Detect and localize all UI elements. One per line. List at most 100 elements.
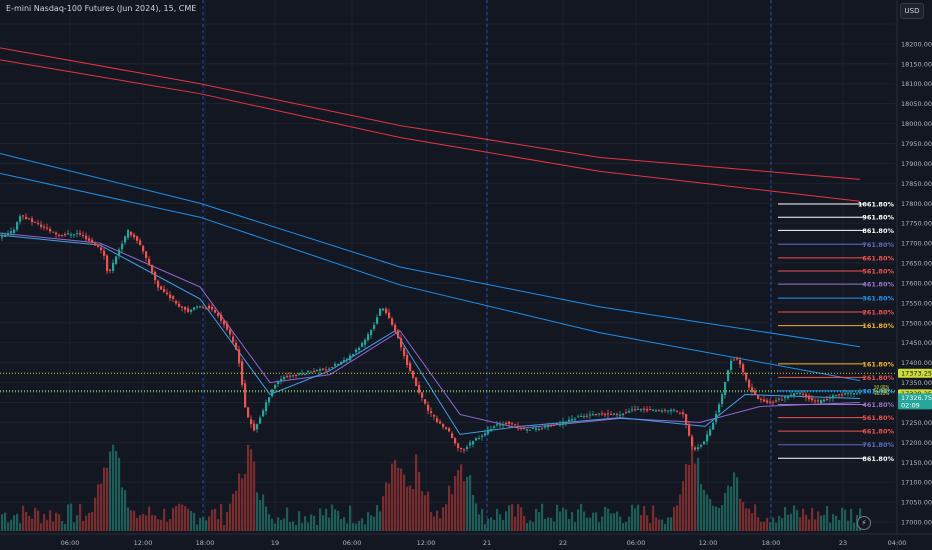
candle-body [370, 330, 373, 336]
volume-bar [523, 515, 526, 531]
candle-body [568, 419, 571, 422]
candle-body [508, 421, 511, 424]
volume-bar [358, 520, 361, 531]
candle-body [415, 377, 418, 386]
volume-bar [58, 514, 61, 531]
volume-bar [88, 512, 91, 531]
moving-average-line [0, 172, 861, 382]
volume-bar [85, 515, 88, 531]
lightning-icon[interactable]: ⚡ [857, 516, 871, 530]
volume-bar [697, 457, 700, 531]
volume-bar [25, 512, 28, 531]
volume-bar [274, 523, 277, 531]
volume-bar [628, 516, 631, 531]
volume-bar [262, 494, 265, 531]
volume-bar [415, 454, 418, 531]
volume-bar [571, 512, 574, 531]
y-tick-label: 17400.00 [901, 359, 932, 367]
currency-button[interactable]: USD [900, 3, 924, 19]
candle-body [607, 413, 610, 415]
candle-body [304, 373, 307, 375]
candle-body [850, 392, 853, 394]
volume-bar [805, 514, 808, 531]
volume-bar [742, 501, 745, 531]
candle-body [139, 240, 142, 246]
volume-bar [577, 509, 580, 531]
volume-bar [790, 513, 793, 531]
candle-body [163, 289, 166, 292]
volume-bar [568, 518, 571, 531]
candle-body [637, 409, 640, 411]
candle-body [844, 393, 847, 395]
candle-body [535, 428, 538, 430]
volume-bar [601, 516, 604, 531]
volume-bar [250, 449, 253, 531]
volume-bar [799, 517, 802, 531]
candle-body [325, 369, 328, 371]
volume-bar [775, 522, 778, 531]
volume-bar [703, 489, 706, 531]
volume-bar [769, 522, 772, 531]
volume-bar [616, 511, 619, 531]
candle-body [106, 255, 109, 272]
volume-bar [199, 517, 202, 531]
y-tick-label: 17350.00 [901, 379, 932, 387]
candle-body [484, 433, 487, 436]
volume-bar [733, 472, 736, 531]
candle-body [745, 372, 748, 380]
volume-bar [325, 508, 328, 531]
volume-bar [427, 491, 430, 531]
candle-body [310, 372, 313, 374]
volume-bar [604, 506, 607, 531]
candle-body [265, 402, 268, 412]
candle-body [34, 221, 37, 223]
candle-body [574, 418, 577, 420]
candle-body [4, 234, 7, 237]
volume-bar [4, 512, 7, 531]
fib-mini-label: 50.00% [874, 385, 889, 390]
volume-bar [166, 522, 169, 531]
volume-bar [151, 515, 154, 531]
volume-bar [55, 512, 58, 531]
volume-bar [430, 512, 433, 531]
volume-bar [241, 478, 244, 531]
fib-level-label: 761.80% [862, 241, 894, 249]
volume-bar [838, 520, 841, 531]
y-tick-label: 17800.00 [901, 200, 932, 208]
volume-bar [28, 515, 31, 531]
volume-bar [145, 515, 148, 531]
candle-body [556, 423, 559, 425]
candle-body [181, 306, 184, 308]
volume-bar [739, 498, 742, 531]
volume-bar [574, 522, 577, 531]
volume-bar [121, 487, 124, 531]
candle-body [133, 234, 136, 238]
volume-bar [451, 494, 454, 531]
volume-bar [619, 516, 622, 531]
candle-body [625, 412, 628, 414]
candle-body [757, 394, 760, 400]
candle-body [229, 329, 232, 335]
price-tag [898, 368, 932, 378]
volume-bar [37, 510, 40, 531]
x-tick-label: 12:00 [134, 539, 153, 547]
candle-body [436, 418, 439, 423]
candle-body [382, 308, 385, 311]
volume-bar [505, 511, 508, 531]
y-tick-label: 17650.00 [901, 260, 932, 268]
x-tick-label: 04:00 [888, 539, 907, 547]
volume-bar [832, 514, 835, 531]
volume-bar [115, 450, 118, 531]
volume-bar [781, 518, 784, 531]
volume-bar [559, 511, 562, 531]
candle-body [217, 313, 220, 316]
volume-bar [562, 507, 565, 531]
volume-bar [283, 518, 286, 531]
volume-bar [64, 523, 67, 531]
volume-bar [265, 506, 268, 531]
volume-bar [535, 509, 538, 531]
x-tick-label: 18:00 [196, 539, 215, 547]
candle-body [790, 394, 793, 396]
fib-level-label: 561.80% [862, 268, 894, 276]
